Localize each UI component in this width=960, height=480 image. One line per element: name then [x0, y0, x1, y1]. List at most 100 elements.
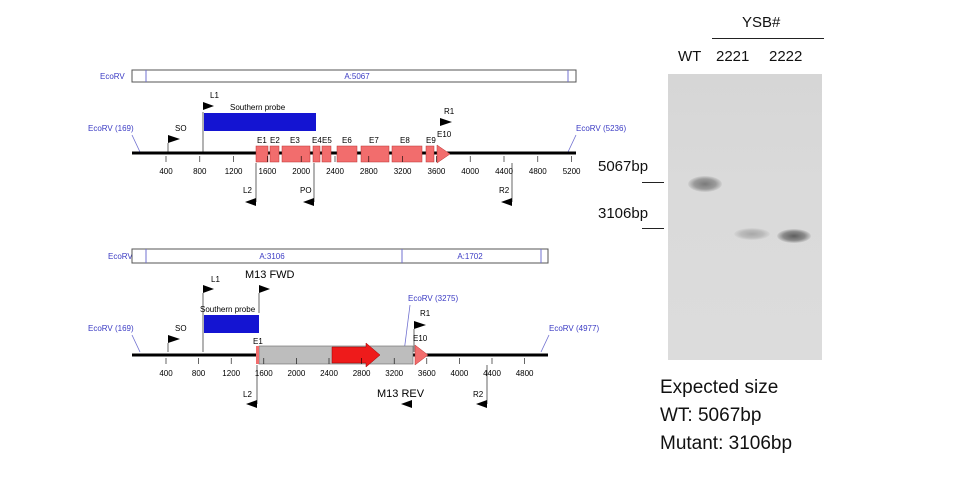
bottom-scale-label-3200: 3200 — [385, 369, 403, 378]
band-wt-5067 — [688, 176, 722, 192]
marker-5067-tick — [642, 182, 664, 183]
top-PO-arrow-icon — [303, 198, 314, 206]
top-scale-label-2400: 2400 — [326, 167, 344, 176]
top-primer-SO: SO — [175, 124, 187, 133]
top-fragment-enzyme: EcoRV — [100, 72, 125, 81]
top-scale-label-4000: 4000 — [461, 167, 479, 176]
bottom-fragment-box — [131, 248, 549, 264]
bottom-fragment-label-b: A:1702 — [457, 252, 483, 261]
top-exons — [255, 144, 451, 164]
bottom-primer-R2: R2 — [473, 390, 484, 399]
bottom-R1-arrow-icon — [414, 321, 426, 329]
bottom-scale-label-2000: 2000 — [288, 369, 306, 378]
bottom-scale-label-1600: 1600 — [255, 369, 273, 378]
top-R1-arrow-icon — [440, 118, 452, 126]
top-exon-E1: E1 — [257, 136, 267, 145]
bottom-exon-E10: E10 — [413, 334, 428, 343]
top-scale-label-800: 800 — [193, 167, 207, 176]
top-scale: 400 800 1200 1600 2000 2400 2800 3200 3600 4000 44… — [159, 156, 581, 176]
expected-mutant: Mutant: 3106bp — [660, 433, 793, 454]
top-scale-label-1200: 1200 — [225, 167, 243, 176]
bottom-primer-M13-REV: M13 REV — [377, 388, 425, 400]
top-primer-R2: R2 — [499, 186, 510, 195]
top-SO-arrow-icon — [168, 135, 180, 143]
top-fragment-label: A:5067 — [344, 72, 370, 81]
bottom-exon-E1: E1 — [253, 337, 263, 346]
top-map: EcoRV A:5067 L1 Southern probe SO R1 Eco… — [88, 69, 626, 206]
bottom-primer-L1: L1 — [211, 275, 220, 284]
marker-3106bp: 3106bp — [598, 205, 649, 222]
expected-heading: Expected size — [660, 377, 779, 398]
top-exon-E8: E8 — [400, 136, 410, 145]
top-scale-label-5200: 5200 — [563, 167, 581, 176]
bottom-primer-R1: R1 — [420, 309, 431, 318]
bottom-scale: 400 800 1200 1600 2000 2400 2800 3200 3600 4000 44… — [159, 358, 534, 378]
bottom-scale-label-4400: 4400 — [483, 369, 501, 378]
bottom-L2-arrow-icon — [246, 400, 257, 408]
marker-3106-tick — [642, 228, 664, 229]
bottom-L1-arrow-icon — [203, 285, 214, 293]
bottom-scale-label-800: 800 — [192, 369, 206, 378]
bottom-probe-label: Southern probe — [200, 305, 256, 314]
bottom-primer-L2: L2 — [243, 390, 252, 399]
top-primer-PO: PO — [300, 186, 312, 195]
bottom-cassette-red-arrow — [331, 342, 381, 368]
top-scale-label-400: 400 — [159, 167, 173, 176]
bottom-fragment-enzyme: EcoRV — [108, 252, 133, 261]
top-scale-label-2000: 2000 — [292, 167, 310, 176]
bottom-scale-label-1200: 1200 — [222, 369, 240, 378]
top-L1-arrow-icon — [203, 102, 214, 110]
top-exon-E5: E5 — [322, 136, 332, 145]
top-right-site: EcoRV (5236) — [576, 124, 626, 133]
top-scale-label-4400: 4400 — [495, 167, 513, 176]
top-L2-arrow-icon — [245, 198, 256, 206]
bottom-M13-REV-arrow-icon — [401, 400, 412, 408]
top-southern-probe — [204, 113, 316, 131]
top-R2-arrow-icon — [501, 198, 512, 206]
bottom-southern-probe — [204, 315, 259, 333]
blot-lane-2221: 2221 — [716, 48, 750, 65]
top-exon-E2: E2 — [270, 136, 280, 145]
bottom-right-site: EcoRV (4977) — [549, 324, 599, 333]
bottom-left-site: EcoRV (169) — [88, 324, 134, 333]
bottom-map: EcoRV A:3106 A:1702 L1 M13 FWD Southern … — [88, 248, 599, 408]
band-2221-3106 — [734, 228, 770, 240]
blot-lane-wt: WT — [678, 48, 702, 65]
top-scale-label-4800: 4800 — [529, 167, 547, 176]
southern-blot-image — [668, 74, 822, 360]
top-scale-label-1600: 1600 — [259, 167, 277, 176]
blot-group-label: YSB# — [742, 14, 781, 31]
bottom-mid-site: EcoRV (3275) — [408, 294, 458, 303]
top-exon-E10: E10 — [437, 130, 452, 139]
top-primer-L2: L2 — [243, 186, 252, 195]
bottom-scale-label-2400: 2400 — [320, 369, 338, 378]
bottom-primer-M13-FWD: M13 FWD — [245, 269, 295, 281]
blot-lane-2222: 2222 — [769, 48, 803, 65]
top-left-site: EcoRV (169) — [88, 124, 134, 133]
top-scale-label-3200: 3200 — [394, 167, 412, 176]
blot-group-underline — [712, 38, 824, 39]
bottom-M13-FWD-arrow-icon — [259, 285, 270, 293]
marker-5067bp: 5067bp — [598, 158, 649, 175]
top-scale-label-2800: 2800 — [360, 167, 378, 176]
bottom-scale-label-400: 400 — [159, 369, 173, 378]
bottom-SO-arrow-icon — [168, 335, 180, 343]
expected-wt: WT: 5067bp — [660, 405, 762, 426]
top-exon-E3: E3 — [290, 136, 300, 145]
top-probe-label: Southern probe — [230, 103, 286, 112]
bottom-fragment-label-a: A:3106 — [259, 252, 285, 261]
top-exon-E4: E4 — [312, 136, 322, 145]
top-primer-R1: R1 — [444, 107, 455, 116]
bottom-R2-arrow-icon — [476, 400, 487, 408]
top-scale-label-3600: 3600 — [428, 167, 446, 176]
top-primer-L1: L1 — [210, 91, 219, 100]
top-exon-E9: E9 — [426, 136, 436, 145]
bottom-primer-SO: SO — [175, 324, 187, 333]
bottom-exon-E10-shape — [414, 344, 429, 366]
bottom-scale-label-4800: 4800 — [516, 369, 534, 378]
top-fragment-box — [131, 69, 577, 83]
top-exon-labels: E1 E2 E3 E4 E5 E6 E7 E8 E9 E10 — [257, 130, 452, 145]
top-exon-E6: E6 — [342, 136, 352, 145]
bottom-scale-label-3600: 3600 — [418, 369, 436, 378]
